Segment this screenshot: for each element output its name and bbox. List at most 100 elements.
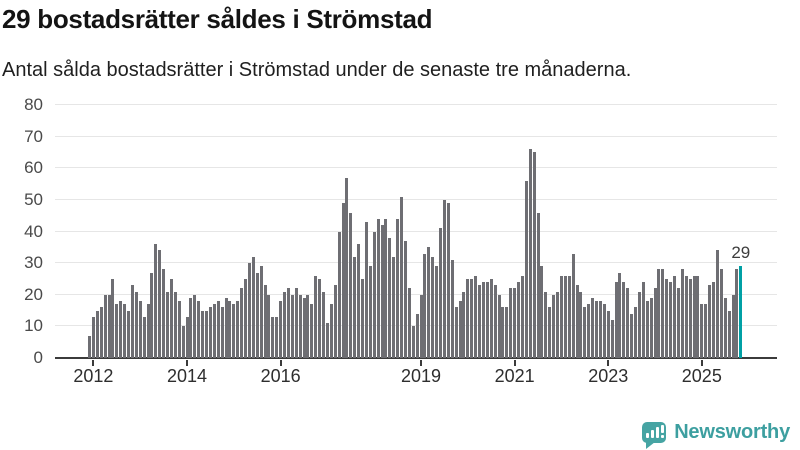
- bar: [735, 269, 739, 358]
- bar: [138, 301, 142, 358]
- bar: [696, 275, 700, 358]
- bar: [719, 269, 723, 358]
- bar: [450, 259, 454, 358]
- bar: [275, 316, 279, 358]
- bar: [115, 304, 119, 358]
- bar: [618, 272, 622, 358]
- bar: [692, 275, 696, 358]
- bar: [95, 310, 99, 358]
- bar: [247, 263, 251, 358]
- bar: [595, 301, 599, 358]
- bar: [665, 278, 669, 358]
- y-axis-label: 30: [24, 253, 43, 273]
- bar: [513, 288, 517, 358]
- highlighted-bar: [739, 266, 743, 358]
- bar: [657, 269, 661, 358]
- bar: [649, 297, 653, 358]
- y-axis-label: 70: [24, 126, 43, 146]
- x-axis-tick: [700, 360, 703, 366]
- bar: [388, 237, 392, 358]
- bar: [454, 307, 458, 358]
- bar: [520, 275, 524, 358]
- bar: [392, 256, 396, 358]
- bar: [579, 291, 583, 358]
- bar: [731, 294, 735, 358]
- gridline: [55, 230, 777, 232]
- bar: [715, 250, 719, 358]
- x-axis-label: 2021: [494, 366, 535, 386]
- y-axis-label: 40: [24, 221, 43, 241]
- bar: [688, 278, 692, 358]
- bar: [673, 275, 677, 358]
- bar: [505, 307, 509, 358]
- bar: [302, 297, 306, 358]
- bar: [127, 310, 131, 358]
- bar: [337, 231, 341, 358]
- bar: [583, 307, 587, 358]
- x-axis: [55, 357, 777, 359]
- bar: [212, 304, 216, 358]
- bar: [653, 288, 657, 358]
- bar: [290, 294, 294, 358]
- bar: [400, 196, 404, 358]
- bar: [587, 304, 591, 358]
- bar: [559, 275, 563, 358]
- bar: [103, 294, 107, 358]
- bar: [708, 285, 712, 358]
- bar: [146, 304, 150, 358]
- bar: [310, 304, 314, 358]
- bar: [244, 278, 248, 358]
- bar: [349, 212, 353, 358]
- bar: [524, 180, 528, 358]
- bar: [446, 203, 450, 358]
- bar: [201, 310, 205, 358]
- y-axis-label: 60: [24, 158, 43, 178]
- bar: [474, 275, 478, 358]
- bar: [403, 240, 407, 358]
- gridline: [55, 262, 777, 264]
- bar: [700, 304, 704, 358]
- newsworthy-logo[interactable]: Newsworthy: [642, 421, 790, 449]
- bar: [439, 228, 443, 358]
- chart-title: 29 bostadsrätter såldes i Strömstad: [2, 4, 433, 34]
- x-axis-tick: [92, 360, 95, 366]
- bar: [427, 247, 431, 358]
- bar: [610, 320, 614, 358]
- bar: [251, 256, 255, 358]
- bar: [228, 301, 232, 358]
- newsworthy-wordmark: Newsworthy: [674, 421, 790, 443]
- bar: [189, 297, 193, 358]
- bar: [271, 316, 275, 358]
- bar: [372, 231, 376, 358]
- bar: [458, 301, 462, 358]
- bar: [306, 294, 310, 358]
- bar: [181, 326, 185, 358]
- bar: [294, 288, 298, 358]
- bar: [220, 307, 224, 358]
- x-axis-tick: [513, 360, 516, 366]
- bar: [205, 310, 209, 358]
- bar: [419, 294, 423, 358]
- x-axis-label: 2019: [400, 366, 442, 386]
- x-axis-label: 2012: [73, 366, 114, 386]
- bar: [255, 272, 259, 358]
- x-axis-label: 2025: [681, 366, 722, 386]
- bar: [99, 307, 103, 358]
- bar: [571, 253, 575, 358]
- bar: [567, 275, 571, 358]
- bar: [88, 335, 92, 358]
- bar: [442, 199, 446, 358]
- bar: [185, 316, 189, 358]
- bar: [325, 323, 329, 358]
- x-axis-label: 2016: [260, 366, 301, 386]
- bar: [193, 294, 197, 358]
- gridline: [55, 135, 777, 137]
- bar: [169, 278, 173, 358]
- bar: [637, 291, 641, 358]
- bar: [676, 288, 680, 358]
- chart-subtitle: Antal sålda bostadsrätter i Strömstad un…: [2, 59, 632, 81]
- x-axis-label: 2014: [166, 366, 208, 386]
- bar: [216, 301, 220, 358]
- bar: [166, 291, 170, 358]
